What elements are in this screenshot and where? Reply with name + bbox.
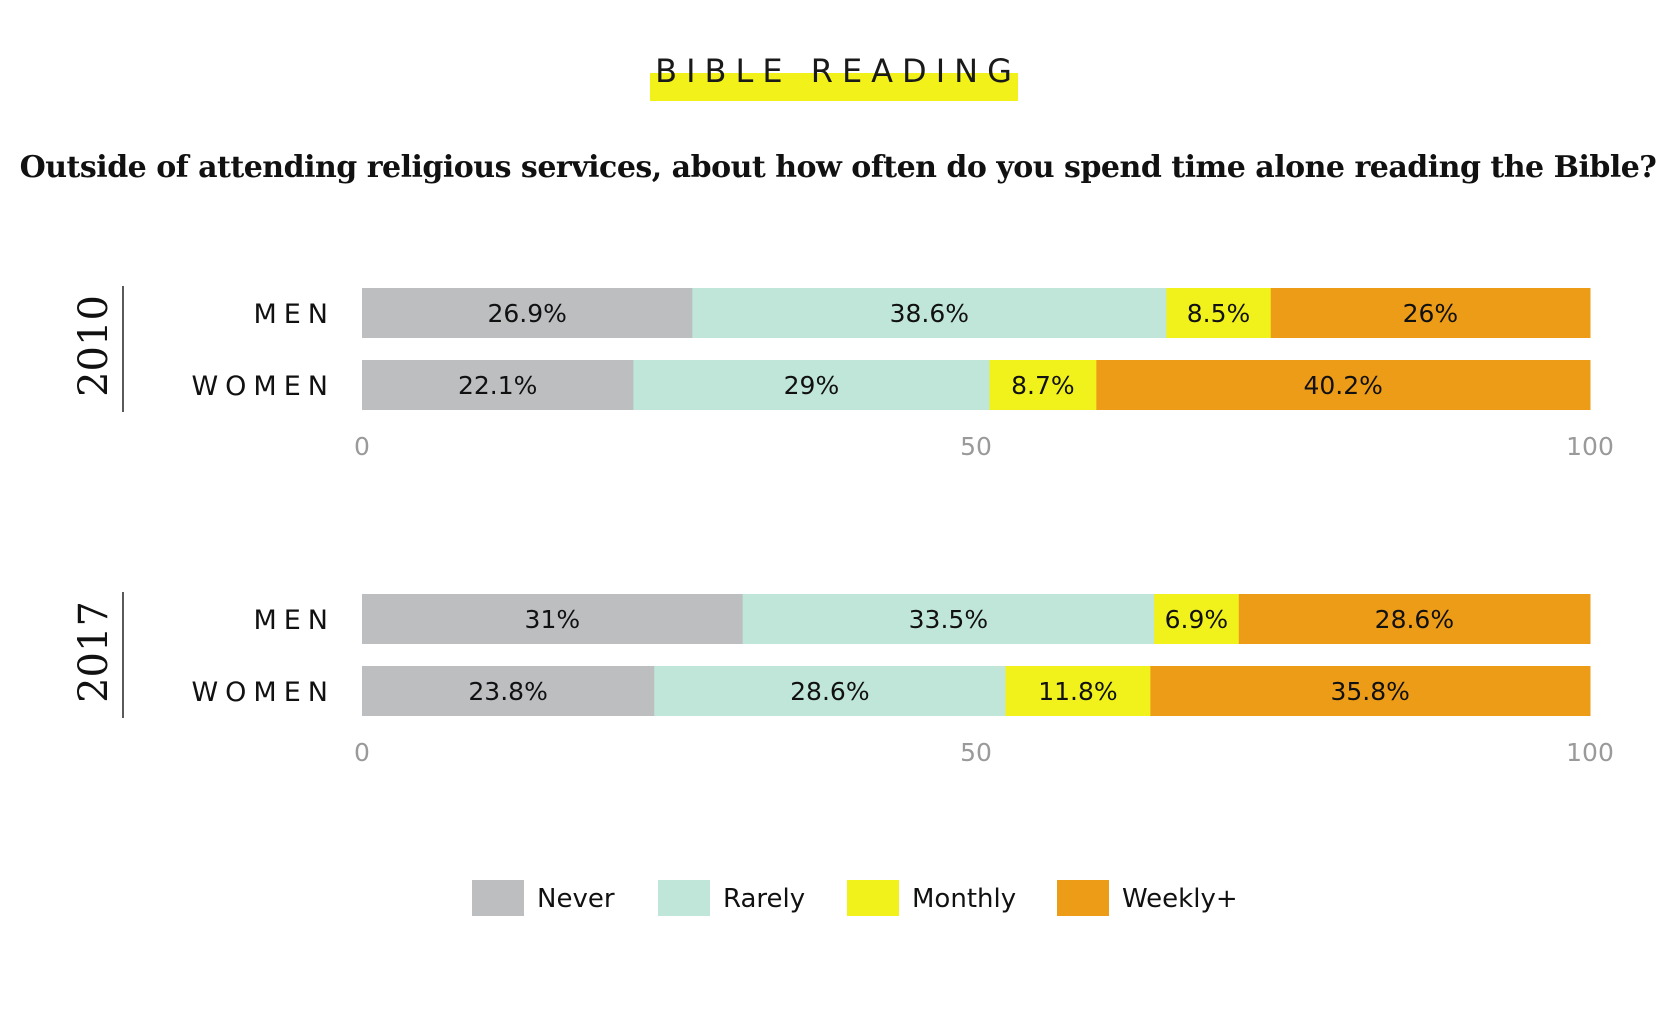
bar-segment-rarely xyxy=(633,360,991,410)
data-label: 8.7% xyxy=(1011,371,1075,400)
x-tick-label: 100 xyxy=(1566,432,1614,461)
legend-swatch-weekly xyxy=(1057,880,1109,916)
row-label-women: WOMEN xyxy=(191,677,335,708)
data-label: 38.6% xyxy=(890,299,969,328)
bar-segment-rarely xyxy=(692,288,1167,338)
x-tick-label: 0 xyxy=(354,432,370,461)
bar-segment-never xyxy=(362,360,634,410)
bar-segment-monthly xyxy=(1154,594,1240,644)
bar-segment-never xyxy=(362,594,744,644)
legend-swatch-monthly xyxy=(847,880,899,916)
data-label: 40.2% xyxy=(1303,371,1382,400)
data-label: 6.9% xyxy=(1165,605,1229,634)
bar-segment-never xyxy=(362,288,693,338)
bar-segment-weekly xyxy=(1096,360,1591,410)
x-tick-label: 50 xyxy=(960,738,992,767)
bar-segment-weekly xyxy=(1270,288,1591,338)
bar-segment-rarely xyxy=(742,594,1155,644)
legend-label: Weekly+ xyxy=(1122,884,1238,914)
kicker-block: BIBLE READING xyxy=(0,0,1676,110)
data-label: 33.5% xyxy=(909,605,988,634)
chart-question: Outside of attending religious services,… xyxy=(19,150,1657,185)
data-label: 26% xyxy=(1403,299,1459,328)
x-tick-label: 100 xyxy=(1566,738,1614,767)
row-label-women: WOMEN xyxy=(191,371,335,402)
legend-swatch-never xyxy=(472,880,524,916)
kicker-highlight xyxy=(650,73,1018,101)
x-tick-label: 50 xyxy=(960,432,992,461)
data-label: 29% xyxy=(784,371,840,400)
data-label: 31% xyxy=(525,605,581,634)
data-label: 35.8% xyxy=(1330,677,1409,706)
legend-swatch-rarely xyxy=(658,880,710,916)
data-label: 8.5% xyxy=(1187,299,1251,328)
bar-segment-rarely xyxy=(654,666,1006,716)
year-label-2017: 2017 xyxy=(71,601,117,703)
bar-segment-monthly xyxy=(989,360,1097,410)
bar-segment-weekly xyxy=(1238,594,1591,644)
legend-label: Rarely xyxy=(723,884,805,914)
data-label: 23.8% xyxy=(468,677,547,706)
row-label-men: MEN xyxy=(253,605,335,636)
bar-segment-monthly xyxy=(1166,288,1272,338)
data-label: 28.6% xyxy=(1375,605,1454,634)
data-label: 26.9% xyxy=(487,299,566,328)
bar-segment-never xyxy=(362,666,655,716)
data-label: 22.1% xyxy=(458,371,537,400)
data-label: 11.8% xyxy=(1038,677,1117,706)
x-tick-label: 0 xyxy=(354,738,370,767)
chart-kicker: BIBLE READING xyxy=(655,52,1021,90)
row-label-men: MEN xyxy=(253,299,335,330)
data-label: 28.6% xyxy=(790,677,869,706)
legend-label: Never xyxy=(537,884,615,914)
year-label-2010: 2010 xyxy=(71,295,117,397)
bar-segment-monthly xyxy=(1005,666,1151,716)
legend-label: Monthly xyxy=(912,884,1016,914)
bar-segment-weekly xyxy=(1150,666,1591,716)
